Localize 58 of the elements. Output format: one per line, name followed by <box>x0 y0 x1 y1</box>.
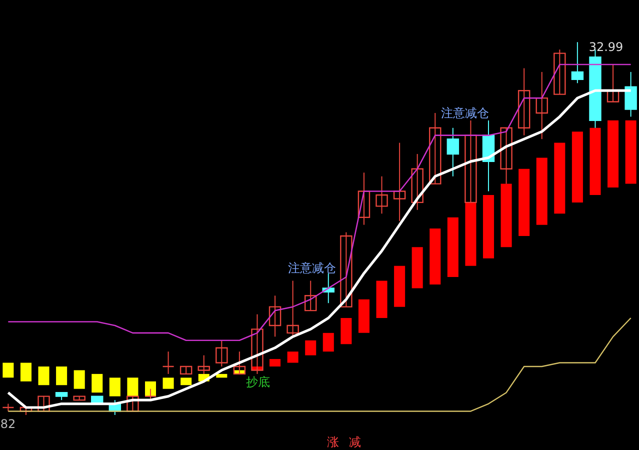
bar <box>590 128 601 195</box>
bar <box>109 378 120 396</box>
bar <box>608 120 619 188</box>
bar <box>376 280 388 318</box>
candlestick <box>411 153 424 210</box>
bar <box>180 378 192 386</box>
candlestick <box>393 142 406 222</box>
bar <box>554 142 566 214</box>
candlestick <box>624 71 637 118</box>
candlestick <box>304 280 317 312</box>
bar <box>340 318 352 344</box>
bar <box>56 366 68 386</box>
bar <box>536 158 548 225</box>
candlestick <box>518 68 530 136</box>
bar <box>74 370 85 389</box>
bar <box>394 266 406 307</box>
bar <box>625 120 636 184</box>
candlestick <box>536 71 548 140</box>
text: 82 <box>0 417 16 431</box>
annotation: 抄底 <box>246 375 270 389</box>
candlestick <box>571 42 584 84</box>
bar <box>482 194 494 258</box>
bar <box>270 359 281 366</box>
bar <box>38 366 50 386</box>
annotation: 注意减仓 <box>288 261 336 275</box>
candlestick <box>554 49 566 95</box>
candlestick <box>429 112 442 184</box>
bar <box>92 374 103 393</box>
candlestick <box>358 172 370 226</box>
bar <box>127 378 138 396</box>
annotation: 注意减仓 <box>441 106 489 120</box>
candlestick <box>162 351 174 374</box>
bar <box>572 132 583 202</box>
bar <box>518 168 530 236</box>
text: 涨 <box>327 435 339 449</box>
text: 减 <box>349 435 361 449</box>
candlestick <box>286 280 299 338</box>
bar <box>2 362 14 378</box>
bar <box>287 352 298 363</box>
bar <box>162 378 174 389</box>
bar <box>430 228 441 284</box>
candlestick <box>376 176 388 214</box>
candlestick <box>216 340 228 367</box>
candlestick <box>606 64 620 102</box>
bar <box>305 340 316 356</box>
candlestick <box>446 127 460 177</box>
bar <box>412 247 423 288</box>
bar <box>447 217 458 278</box>
bar <box>358 299 370 333</box>
candlestick <box>268 295 282 338</box>
candlestick <box>340 232 352 308</box>
annotation: 32.99 <box>588 40 624 54</box>
bar <box>20 362 32 382</box>
bar <box>500 184 512 248</box>
candlestick <box>38 396 50 412</box>
bar <box>322 332 334 352</box>
bar <box>216 374 228 378</box>
bar <box>465 202 476 266</box>
